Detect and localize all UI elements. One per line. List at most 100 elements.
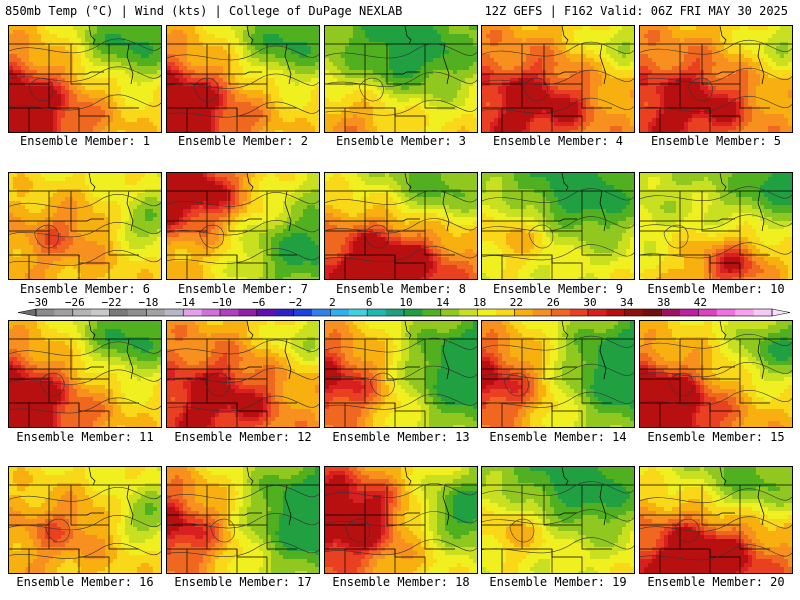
ensemble-map-panel: [8, 172, 162, 280]
scale-swatch: [680, 309, 699, 316]
ensemble-map-panel: [324, 172, 478, 280]
scale-swatch: [698, 309, 718, 316]
scale-swatch: [606, 309, 626, 316]
scale-tick-label: −22: [102, 297, 122, 309]
temperature-map: [325, 467, 477, 573]
scale-swatch: [735, 309, 754, 316]
scale-swatch: [422, 309, 442, 316]
scale-swatch: [201, 309, 221, 316]
scale-tick-label: 22: [510, 297, 523, 309]
ensemble-member-label: Ensemble Member: 16: [6, 575, 164, 589]
temperature-map: [640, 321, 792, 427]
scale-tick-label: 42: [694, 297, 707, 309]
temperature-map: [167, 321, 319, 427]
temperature-color-scale: −30 −26 −22 −18 −14 −10 −6 −2 2 6 10 14 18 22 26 30 34 38…: [17, 297, 791, 317]
height-contours: [325, 337, 477, 410]
temperature-map: [482, 321, 634, 427]
scale-tick-label: −18: [138, 297, 158, 309]
temperature-map: [325, 26, 477, 132]
ensemble-map-panel: [324, 466, 478, 574]
ensemble-map-panel: [166, 172, 320, 280]
ensemble-member-label: Ensemble Member: 12: [164, 430, 322, 444]
height-contours: [167, 45, 319, 118]
scale-swatch: [643, 309, 662, 316]
scale-tick-label: −6: [252, 297, 265, 309]
state-boundaries: [325, 26, 477, 132]
scale-swatch: [312, 309, 331, 316]
scale-tick-label: −10: [212, 297, 232, 309]
scale-swatch: [293, 309, 313, 316]
scale-tick-label: 18: [473, 297, 486, 309]
scale-tick-label: −26: [65, 297, 85, 309]
scale-swatch: [404, 309, 423, 316]
ensemble-map-panel: [8, 25, 162, 133]
temperature-map: [482, 173, 634, 279]
ensemble-member-label: Ensemble Member: 20: [637, 575, 795, 589]
temperature-map: [167, 173, 319, 279]
ensemble-map-panel: [481, 25, 635, 133]
model-run-info: 12Z GEFS | F162 Valid: 06Z FRI MAY 30 20…: [485, 4, 788, 18]
scale-tick-label: 26: [547, 297, 560, 309]
temperature-map: [325, 173, 477, 279]
ensemble-map-panel: [639, 172, 793, 280]
scale-tick-label: 34: [620, 297, 634, 309]
temperature-map: [640, 26, 792, 132]
state-boundaries: [9, 467, 161, 573]
ensemble-member-label: Ensemble Member: 2: [164, 134, 322, 148]
scale-tick-label: 2: [329, 297, 336, 309]
ensemble-member-label: Ensemble Member: 10: [637, 282, 795, 296]
scale-swatch: [164, 309, 184, 316]
temperature-map: [9, 173, 161, 279]
state-boundaries: [167, 467, 319, 573]
height-contours: [325, 43, 477, 116]
ensemble-map-panel: [481, 320, 635, 428]
scale-tick-label: 14: [436, 297, 450, 309]
temperature-map: [325, 321, 477, 427]
scale-tick-label: 10: [399, 297, 412, 309]
ensemble-member-label: Ensemble Member: 14: [479, 430, 637, 444]
ensemble-map-panel: [166, 25, 320, 133]
ensemble-map-panel: [481, 466, 635, 574]
ensemble-member-label: Ensemble Member: 6: [6, 282, 164, 296]
ensemble-map-panel: [481, 172, 635, 280]
state-boundaries: [482, 321, 634, 427]
temperature-map: [9, 26, 161, 132]
state-boundaries: [167, 173, 319, 279]
scale-swatch: [54, 309, 74, 316]
height-contours: [482, 41, 634, 114]
state-boundaries: [325, 321, 477, 427]
scale-swatch: [367, 309, 386, 316]
scale-swatch: [220, 309, 239, 316]
ensemble-member-label: Ensemble Member: 15: [637, 430, 795, 444]
temperature-map: [640, 173, 792, 279]
ensemble-member-label: Ensemble Member: 17: [164, 575, 322, 589]
scale-swatch: [440, 309, 460, 316]
scale-swatch: [661, 309, 681, 316]
scale-swatch: [348, 309, 368, 316]
scale-swatch: [588, 309, 607, 316]
scale-tick-label: 6: [366, 297, 373, 309]
scale-tick-label: 38: [657, 297, 670, 309]
ensemble-map-panel: [166, 466, 320, 574]
scale-swatch: [146, 309, 166, 316]
scale-swatch: [256, 309, 276, 316]
ensemble-map-panel: [324, 320, 478, 428]
scale-tick-label: −14: [175, 297, 195, 309]
state-boundaries: [640, 467, 792, 573]
height-contours: [640, 333, 792, 406]
temperature-map: [9, 467, 161, 573]
scale-left-arrow: [17, 308, 37, 317]
scale-swatch: [753, 309, 773, 316]
ensemble-map-panel: [166, 320, 320, 428]
ensemble-member-label: Ensemble Member: 18: [322, 575, 480, 589]
height-contours: [9, 487, 161, 559]
scale-tick-label: 30: [583, 297, 596, 309]
ensemble-member-label: Ensemble Member: 8: [322, 282, 480, 296]
height-contours: [640, 39, 792, 112]
scale-swatch: [532, 309, 552, 316]
temperature-map: [167, 467, 319, 573]
scale-swatch: [624, 309, 644, 316]
scale-swatch: [183, 309, 202, 316]
state-boundaries: [9, 173, 161, 279]
ensemble-member-label: Ensemble Member: 19: [479, 575, 637, 589]
